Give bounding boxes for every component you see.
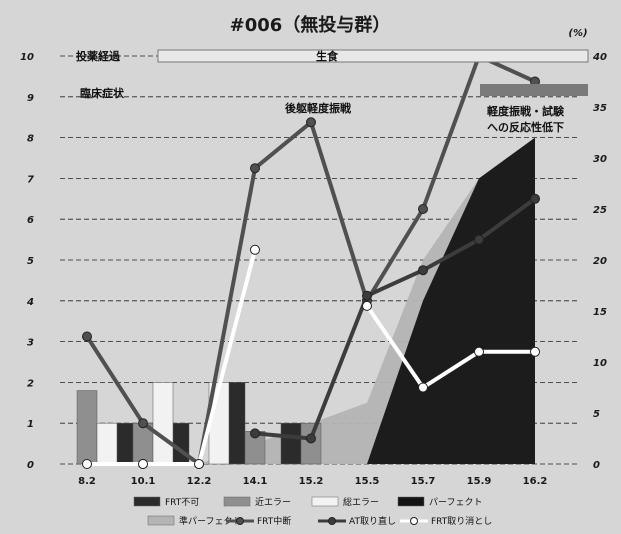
y-tick-label: 6	[27, 215, 34, 226]
legend-label: FRT不可	[165, 497, 199, 508]
x-tick-label: 12.2	[187, 476, 212, 487]
point-FRT取り消とし	[82, 459, 92, 469]
point-FRT取り消とし	[362, 300, 372, 311]
y2-tick-label: 25	[593, 205, 607, 216]
x-tick-label: 15.9	[467, 476, 492, 487]
point-FRT取り消とし	[530, 346, 540, 357]
legend-label: 準パーフェクト	[179, 515, 241, 527]
y2-tick-label: 30	[593, 154, 607, 165]
y-tick-label: 9	[27, 93, 34, 104]
bar-近エラー	[300, 422, 322, 465]
point-FRT中断	[418, 204, 428, 214]
bar-FRT不可	[280, 422, 302, 465]
line-FRT取り消とし	[87, 249, 535, 466]
legend-marker-FRT取り消とし	[410, 517, 418, 525]
point-AT取り直し	[362, 290, 372, 301]
legend-label: FRT取り消とし	[431, 515, 492, 527]
x-tick-label: 15.7	[411, 476, 436, 487]
y-tick-label: 0	[27, 460, 34, 471]
y2-tick-label: 5	[593, 409, 600, 420]
y2-tick-label: 20	[593, 256, 607, 267]
point-FRT取り消とし	[194, 459, 204, 469]
line-AT取り直し	[254, 197, 537, 441]
symptom-label: 臨床症状	[80, 86, 125, 100]
point-FRT取り消とし	[250, 244, 260, 255]
point-FRT中断	[306, 117, 316, 128]
axis-ticks: 0 1 2 3 4 5 6 7 8 9 10 0 5 10 15 20 25 30 35 40 8.2 10.1 12.2 1…	[20, 52, 607, 487]
x-tick-label: 14.1	[243, 476, 268, 487]
y-tick-label: 1	[27, 419, 34, 430]
legend-label: 近エラー	[255, 496, 291, 508]
y-tick-label: 5	[27, 256, 34, 267]
note-reduced-line2: への反応性低下	[487, 120, 564, 134]
annotations: 投薬経過 生食 臨床症状 後躯軽度振戦 軽度振戦・試験 への反応性低下	[76, 49, 589, 134]
chart-title: #006（無投与群）	[230, 14, 391, 36]
y2-tick-label: 15	[593, 307, 607, 318]
y-tick-label: 8	[27, 134, 34, 145]
x-tick-label: 15.2	[299, 476, 324, 487]
legend-label: FRT中断	[257, 515, 291, 527]
point-AT取り直し	[418, 265, 428, 276]
note-reduced-line1: 軽度振戦・試験	[487, 104, 565, 118]
area-パーフェクト	[87, 137, 535, 464]
legend-swatch-近エラー	[223, 496, 251, 507]
bar-series	[76, 382, 322, 465]
legend-swatch-準パーフェクト	[147, 515, 175, 526]
point-FRT中断	[250, 163, 260, 174]
y-tick-label: 2	[27, 378, 34, 389]
legend-marker-AT取り直し	[328, 517, 336, 525]
legend-label: パーフェクト	[429, 497, 482, 508]
legend-label: 総エラー	[343, 496, 379, 508]
bar-近エラー	[76, 390, 98, 465]
point-FRT取り消とし	[418, 382, 428, 393]
area-series	[87, 137, 535, 464]
y2-tick-label: 10	[593, 358, 607, 369]
legend-label: AT取り直し	[349, 515, 396, 527]
point-FRT取り消とし	[474, 346, 484, 357]
point-AT取り直し	[474, 234, 484, 245]
line-series	[82, 51, 540, 469]
point-FRT取り消とし	[138, 459, 148, 469]
x-tick-label: 10.1	[131, 476, 156, 487]
dosing-bar	[157, 49, 589, 63]
y-tick-label: 4	[26, 297, 34, 308]
x-tick-label: 15.5	[355, 476, 380, 487]
bar-総エラー	[152, 382, 174, 465]
symptom-bar	[480, 84, 588, 96]
y2-tick-label: 40	[592, 52, 607, 63]
point-AT取り直し	[250, 428, 260, 439]
point-FRT中断	[82, 331, 92, 342]
y-tick-label: 3	[27, 338, 34, 349]
legend-swatch-FRT不可	[133, 496, 161, 507]
x-tick-label: 16.2	[523, 476, 548, 487]
y-tick-label: 10	[20, 52, 34, 63]
note-tremor: 後躯軽度振戦	[285, 101, 352, 115]
y-tick-label: 7	[27, 174, 34, 185]
legend-marker-FRT中断	[236, 517, 244, 525]
point-AT取り直し	[530, 193, 540, 204]
y2-tick-label: 35	[593, 103, 607, 114]
point-FRT中断	[138, 418, 148, 429]
legend-swatch-パーフェクト	[397, 496, 425, 507]
point-AT取り直し	[306, 433, 316, 444]
dosing-label: 投薬経過	[76, 49, 121, 63]
x-tick-label: 8.2	[78, 476, 96, 487]
legend-swatch-総エラー	[311, 496, 339, 507]
dosing-text: 生食	[316, 49, 339, 63]
right-axis-unit: (%)	[568, 28, 587, 39]
bar-総エラー	[96, 422, 118, 465]
y2-tick-label: 0	[593, 460, 600, 471]
